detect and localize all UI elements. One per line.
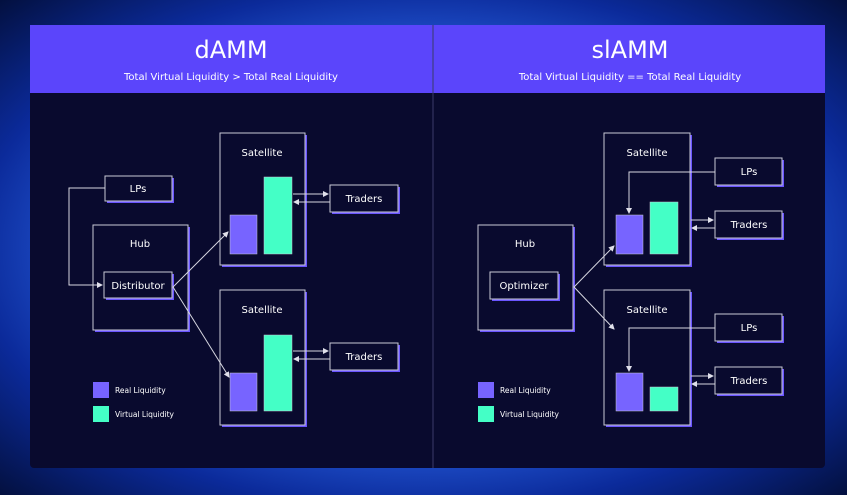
left-traders-2: Traders — [329, 342, 400, 372]
virtual-liquidity-bar — [263, 334, 293, 412]
real-liquidity-bar — [615, 214, 644, 255]
svg-text:Satellite: Satellite — [242, 148, 283, 159]
svg-text:Satellite: Satellite — [627, 148, 668, 159]
svg-text:Hub: Hub — [515, 239, 535, 250]
svg-text:Traders: Traders — [345, 194, 383, 205]
left-legend: Real Liquidity Virtual Liquidity — [93, 382, 175, 422]
virtual-liquidity-swatch — [478, 406, 494, 422]
svg-text:Traders: Traders — [345, 352, 383, 363]
svg-text:Hub: Hub — [130, 239, 150, 250]
right-lps-2: LPs — [714, 313, 784, 343]
real-liquidity-bar — [615, 372, 644, 412]
header-bar — [30, 25, 825, 93]
svg-text:LPs: LPs — [741, 323, 758, 334]
optimizer-node: Optimizer — [489, 271, 560, 301]
right-title: slAMM — [591, 36, 668, 64]
svg-text:Optimizer: Optimizer — [500, 281, 550, 292]
left-title: dAMM — [194, 36, 267, 64]
real-liquidity-swatch — [93, 382, 109, 398]
right-traders-2: Traders — [714, 366, 784, 396]
svg-text:Real Liquidity: Real Liquidity — [115, 386, 166, 395]
real-liquidity-bar — [229, 372, 258, 412]
right-subtitle: Total Virtual Liquidity == Total Real Li… — [518, 72, 741, 83]
left-connectors — [68, 187, 330, 378]
left-traders-1: Traders — [329, 184, 400, 214]
right-legend: Real Liquidity Virtual Liquidity — [478, 382, 560, 422]
svg-text:LPs: LPs — [741, 167, 758, 178]
left-satellite-1: Satellite — [219, 132, 307, 267]
right-lps-1: LPs — [714, 157, 784, 187]
svg-text:Distributor: Distributor — [111, 281, 165, 292]
svg-text:Traders: Traders — [730, 376, 768, 387]
distributor-node: Distributor — [103, 271, 174, 300]
real-liquidity-bar — [229, 214, 258, 255]
right-traders-1: Traders — [714, 210, 784, 240]
left-subtitle: Total Virtual Liquidity > Total Real Liq… — [123, 72, 338, 83]
svg-text:Traders: Traders — [730, 220, 768, 231]
left-lps-node: LPs — [104, 175, 174, 203]
svg-text:Virtual Liquidity: Virtual Liquidity — [500, 410, 560, 419]
virtual-liquidity-swatch — [93, 406, 109, 422]
svg-text:LPs: LPs — [130, 184, 147, 195]
svg-text:Satellite: Satellite — [627, 305, 668, 316]
svg-text:Virtual Liquidity: Virtual Liquidity — [115, 410, 175, 419]
left-satellite-2: Satellite — [219, 289, 307, 427]
right-satellite-1: Satellite — [603, 132, 692, 267]
virtual-liquidity-bar — [263, 176, 293, 255]
real-liquidity-swatch — [478, 382, 494, 398]
virtual-liquidity-bar — [649, 201, 679, 255]
right-satellite-2: Satellite — [603, 289, 692, 427]
svg-text:Real Liquidity: Real Liquidity — [500, 386, 551, 395]
right-connectors — [573, 171, 715, 387]
virtual-liquidity-bar — [649, 386, 679, 412]
svg-text:Satellite: Satellite — [242, 305, 283, 316]
